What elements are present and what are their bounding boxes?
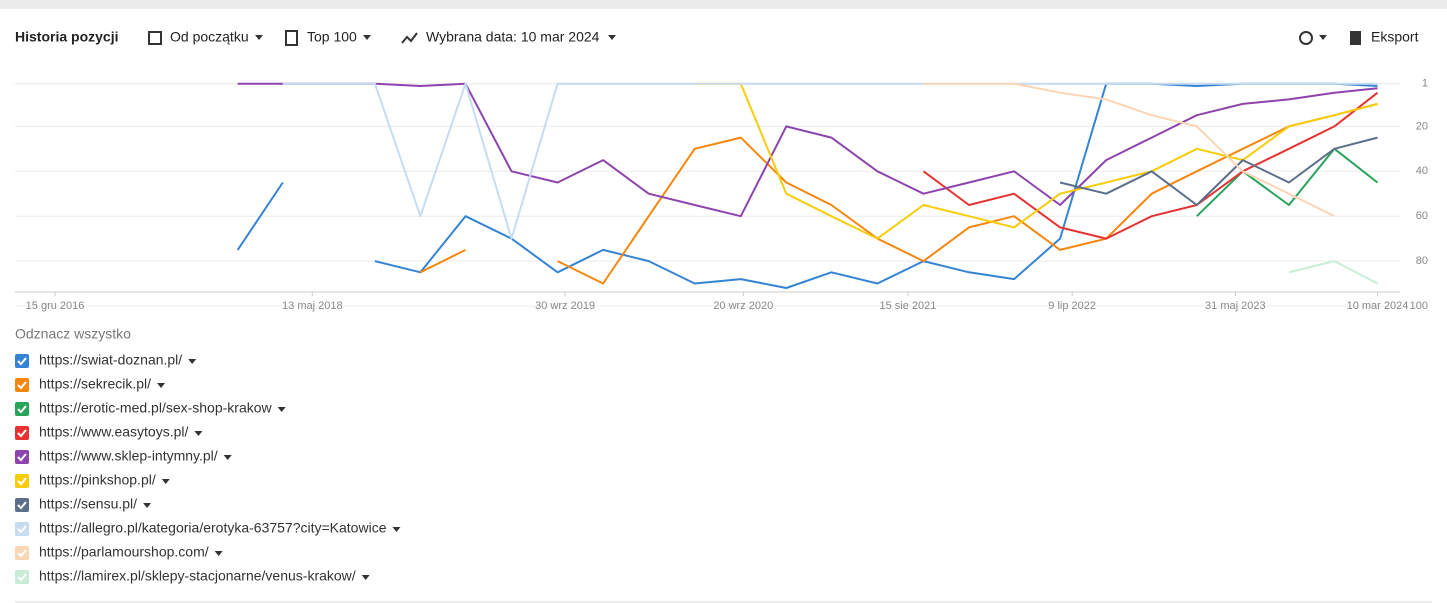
legend-label: https://www.sklep-intymny.pl/: [39, 448, 218, 464]
legend-caret: [392, 527, 401, 532]
legend-item[interactable]: https://parlamourshop.com/: [15, 544, 223, 560]
x-tick-label: 10 mar 2024: [1347, 300, 1409, 312]
date-label: Wybrana data: 10 mar 2024: [426, 29, 600, 45]
series-line: [1288, 260, 1378, 285]
export-label: Eksport: [1371, 29, 1419, 45]
trend-icon: [401, 32, 418, 44]
calendar-icon: [148, 31, 162, 45]
legend-caret: [161, 479, 170, 484]
caret: [255, 35, 263, 40]
legend-checkbox: [15, 522, 29, 536]
legend-label: https://swiat-doznan.pl/: [39, 352, 182, 368]
x-tick-label: 13 maj 2018: [282, 300, 343, 312]
legend-label: https://allegro.pl/kategoria/erotyka-637…: [39, 520, 387, 536]
check-mark: [17, 549, 27, 558]
legend-item[interactable]: https://pinkshop.pl/: [15, 472, 170, 488]
check-mark: [17, 381, 27, 390]
caret: [363, 35, 371, 40]
series-line: [282, 82, 1378, 240]
y-tick-label: 20: [1416, 120, 1428, 132]
comment-button[interactable]: [1299, 31, 1327, 45]
legend-caret: [157, 383, 166, 388]
legend-caret: [277, 407, 286, 412]
check-mark: [17, 453, 27, 462]
x-tick-label: 30 wrz 2019: [535, 300, 595, 312]
top-bar: [0, 0, 1447, 9]
series-line: [419, 102, 1378, 285]
legend-caret: [194, 431, 203, 436]
series-line: [237, 82, 1378, 218]
y-tick-label: 60: [1416, 210, 1428, 222]
legend-label: https://sensu.pl/: [39, 496, 137, 512]
legend-checkbox: [15, 402, 29, 416]
series-line: [1196, 147, 1379, 217]
legend-label: https://parlamourshop.com/: [39, 544, 209, 560]
y-tick-label: 80: [1416, 255, 1428, 267]
series-line: [922, 91, 1379, 240]
export-button[interactable]: Eksport: [1350, 29, 1419, 45]
series-line: [236, 82, 1378, 289]
check-mark: [17, 477, 27, 486]
legend-label: https://erotic-med.pl/sex-shop-krakow: [39, 400, 273, 416]
legend-label: https://www.easytoys.pl/: [39, 424, 189, 440]
range-button[interactable]: Od początku: [148, 29, 263, 45]
date-button[interactable]: Wybrana data: 10 mar 2024: [401, 29, 616, 45]
series-line: [923, 82, 1335, 218]
x-tick-label: 9 lip 2022: [1048, 300, 1096, 312]
legend-checkbox: [15, 378, 29, 392]
legend-caret: [214, 551, 223, 556]
caret: [608, 35, 616, 40]
legend-item[interactable]: https://www.easytoys.pl/: [15, 424, 203, 440]
title: Historia pozycji: [15, 29, 118, 45]
series-line: [1059, 136, 1378, 206]
legend-label: https://pinkshop.pl/: [39, 472, 156, 488]
y-tick-label: 100: [1410, 300, 1428, 312]
y-tick-label: 1: [1422, 78, 1428, 90]
legend-checkbox: [15, 450, 29, 464]
legend-checkbox: [15, 546, 29, 560]
legend-caret: [361, 575, 370, 580]
comment-icon: [1299, 31, 1313, 45]
toggle-all[interactable]: Odznacz wszystko: [15, 326, 131, 342]
check-mark: [17, 405, 27, 414]
list-icon: [285, 30, 298, 46]
legend-label: https://lamirex.pl/sklepy-stacjonarne/ve…: [39, 568, 356, 584]
legend-item[interactable]: https://allegro.pl/kategoria/erotyka-637…: [15, 520, 401, 536]
legend-item[interactable]: https://swiat-doznan.pl/: [15, 352, 197, 368]
x-tick-label: 31 maj 2023: [1205, 300, 1266, 312]
export-icon: [1350, 31, 1361, 45]
caret: [1319, 35, 1327, 40]
legend-checkbox: [15, 354, 29, 368]
top-button[interactable]: Top 100: [285, 29, 371, 46]
legend-caret: [223, 455, 232, 460]
range-label: Od początku: [170, 29, 249, 45]
legend-item[interactable]: https://erotic-med.pl/sex-shop-krakow: [15, 400, 286, 416]
y-tick-label: 40: [1416, 165, 1428, 177]
legend-caret: [143, 503, 152, 508]
series-line: [694, 82, 1378, 240]
legend-checkbox: [15, 426, 29, 440]
legend-caret: [188, 359, 197, 364]
legend-checkbox: [15, 474, 29, 488]
x-tick-label: 20 wrz 2020: [713, 300, 773, 312]
legend-item[interactable]: https://www.sklep-intymny.pl/: [15, 448, 232, 464]
check-mark: [17, 525, 27, 534]
check-mark: [17, 573, 27, 582]
check-mark: [17, 357, 27, 366]
legend-label: https://sekrecik.pl/: [39, 376, 151, 392]
legend-checkbox: [15, 570, 29, 584]
legend-item[interactable]: https://sekrecik.pl/: [15, 376, 166, 392]
legend-checkbox: [15, 498, 29, 512]
x-tick-label: 15 gru 2016: [26, 300, 85, 312]
x-tick-label: 15 sie 2021: [880, 300, 937, 312]
top-label: Top 100: [307, 29, 357, 45]
legend-item[interactable]: https://lamirex.pl/sklepy-stacjonarne/ve…: [15, 568, 370, 584]
check-mark: [17, 501, 27, 510]
check-mark: [17, 429, 27, 438]
legend-item[interactable]: https://sensu.pl/: [15, 496, 152, 512]
